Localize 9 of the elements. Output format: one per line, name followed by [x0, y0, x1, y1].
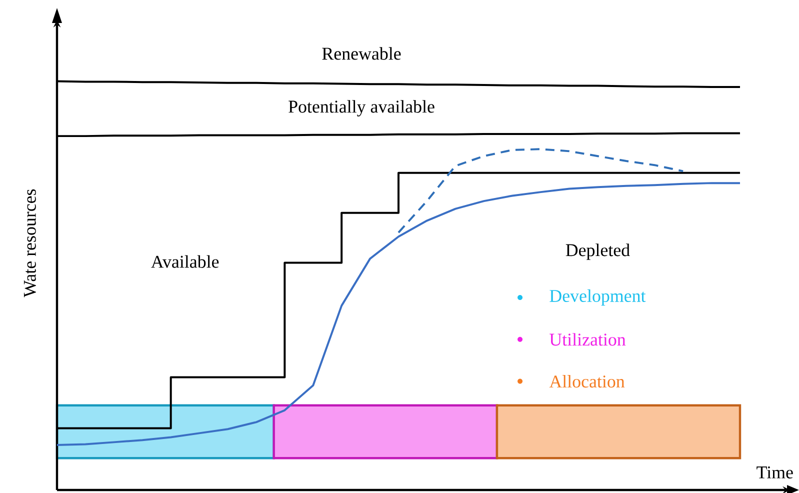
- annotation: Available: [151, 255, 219, 268]
- y-axis-title: Wate resources: [24, 189, 36, 298]
- annotation: Development: [550, 289, 646, 306]
- series-label: Renewable: [322, 47, 401, 60]
- annotation: Allocation: [549, 374, 625, 388]
- annotation: Depleted: [566, 244, 630, 260]
- x-axis-title: Time: [756, 466, 793, 478]
- annotation: Utilization: [550, 333, 626, 346]
- series-label: Potentially available: [288, 100, 434, 116]
